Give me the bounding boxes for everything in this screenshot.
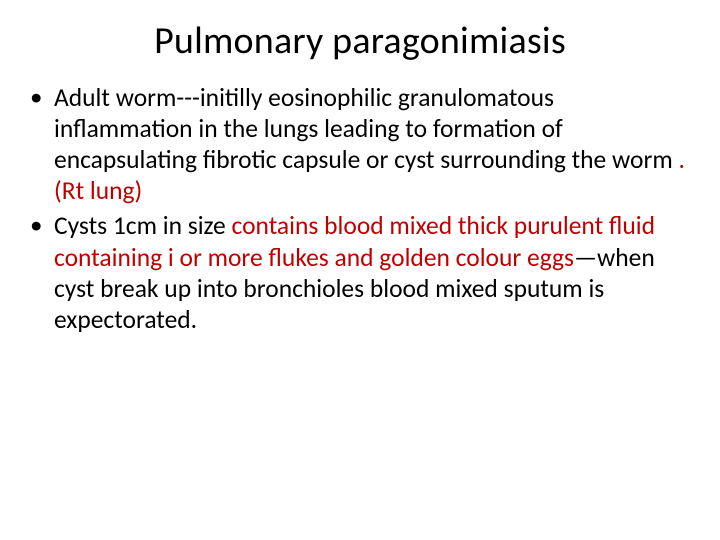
list-item: Adult worm---initilly eosinophilic granu… [24, 82, 696, 206]
bullet-text: Adult worm---initilly eosinophilic granu… [54, 82, 678, 175]
bullet-list: Adult worm---initilly eosinophilic granu… [24, 82, 696, 335]
slide-title: Pulmonary paragonimiasis [24, 18, 696, 64]
bullet-text: Cysts 1cm in size [54, 210, 232, 241]
list-item: Cysts 1cm in size contains blood mixed t… [24, 210, 696, 334]
